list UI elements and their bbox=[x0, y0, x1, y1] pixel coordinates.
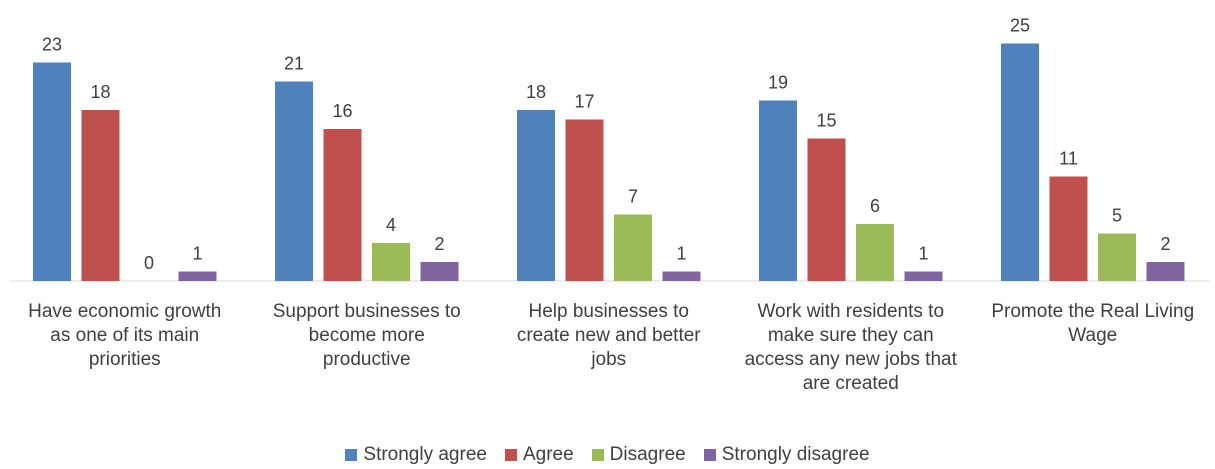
data-label-strongly-disagree-2: 2 bbox=[434, 234, 444, 254]
bar-strongly-agree-1 bbox=[33, 62, 71, 281]
bar-disagree-4 bbox=[856, 224, 894, 281]
bar-strongly-agree-3 bbox=[517, 110, 555, 281]
legend-swatch bbox=[591, 449, 604, 461]
category-label-4: Work with residents to make sure they ca… bbox=[744, 301, 957, 394]
legend-label: Strongly agree bbox=[363, 444, 487, 465]
category-label-2: Support businesses to become more produc… bbox=[272, 301, 461, 370]
bar-strongly-disagree-4 bbox=[904, 271, 943, 281]
data-label-strongly-disagree-5: 2 bbox=[1160, 234, 1170, 254]
data-label-disagree-1: 0 bbox=[144, 253, 154, 273]
data-label-disagree-2: 4 bbox=[386, 215, 396, 235]
bar-agree-5 bbox=[1049, 176, 1088, 281]
data-label-agree-3: 17 bbox=[574, 92, 594, 112]
data-label-strongly-agree-5: 25 bbox=[1010, 16, 1030, 36]
bar-chart: 23 18 0 1 21 16 4 2 18 17 7 1 19 15 6 1 25 11 5 2 bbox=[10, 16, 1210, 282]
data-label-strongly-disagree-4: 1 bbox=[918, 244, 928, 264]
bar-agree-1 bbox=[81, 110, 120, 281]
legend-label: Disagree bbox=[609, 444, 686, 465]
data-label-strongly-disagree-1: 1 bbox=[192, 244, 202, 264]
data-label-agree-2: 16 bbox=[332, 101, 352, 121]
legend-label: Agree bbox=[522, 444, 574, 465]
legend: Strongly agree Agree Disagree Strongly d… bbox=[0, 444, 1215, 466]
data-label-disagree-4: 6 bbox=[870, 196, 880, 216]
bar-strongly-disagree-1 bbox=[178, 271, 217, 281]
data-label-strongly-agree-4: 19 bbox=[768, 73, 788, 93]
bar-strongly-disagree-2 bbox=[420, 262, 459, 281]
bar-strongly-agree-4 bbox=[759, 100, 797, 281]
legend-item-strongly-disagree: Strongly disagree bbox=[703, 444, 870, 466]
bar-disagree-3 bbox=[614, 214, 652, 281]
data-label-agree-1: 18 bbox=[90, 82, 110, 102]
bar-strongly-agree-2 bbox=[275, 81, 313, 281]
bar-agree-2 bbox=[323, 129, 362, 281]
bar-strongly-agree-5 bbox=[1001, 43, 1039, 281]
legend-item-strongly-agree: Strongly agree bbox=[345, 444, 487, 466]
bar-strongly-disagree-3 bbox=[662, 271, 701, 281]
category-label-5: Promote the Real Living Wage bbox=[991, 301, 1195, 346]
bar-disagree-5 bbox=[1098, 233, 1136, 281]
legend-swatch bbox=[345, 449, 358, 461]
bar-strongly-disagree-5 bbox=[1146, 262, 1185, 281]
data-label-strongly-agree-1: 23 bbox=[42, 35, 62, 55]
category-label-3: Help businesses to create new and better… bbox=[516, 301, 701, 370]
data-label-agree-4: 15 bbox=[816, 111, 836, 131]
data-label-disagree-5: 5 bbox=[1112, 206, 1122, 226]
data-label-strongly-agree-2: 21 bbox=[284, 54, 304, 74]
data-label-strongly-disagree-3: 1 bbox=[676, 244, 686, 264]
legend-label: Strongly disagree bbox=[721, 444, 870, 465]
data-label-strongly-agree-3: 18 bbox=[526, 82, 546, 102]
legend-swatch bbox=[703, 449, 716, 461]
data-label-disagree-3: 7 bbox=[628, 187, 638, 207]
legend-swatch bbox=[504, 449, 517, 461]
bar-agree-4 bbox=[807, 138, 846, 281]
data-label-agree-5: 11 bbox=[1059, 149, 1078, 169]
bar-agree-3 bbox=[565, 119, 604, 281]
bars-group: 23 18 0 1 21 16 4 2 18 17 7 1 19 15 6 1 25 11 5 2 bbox=[33, 16, 1185, 281]
legend-item-agree: Agree bbox=[504, 444, 574, 466]
legend-item-disagree: Disagree bbox=[591, 444, 686, 466]
bar-disagree-2 bbox=[372, 243, 410, 281]
category-label-1: Have economic growth as one of its main … bbox=[28, 301, 222, 370]
